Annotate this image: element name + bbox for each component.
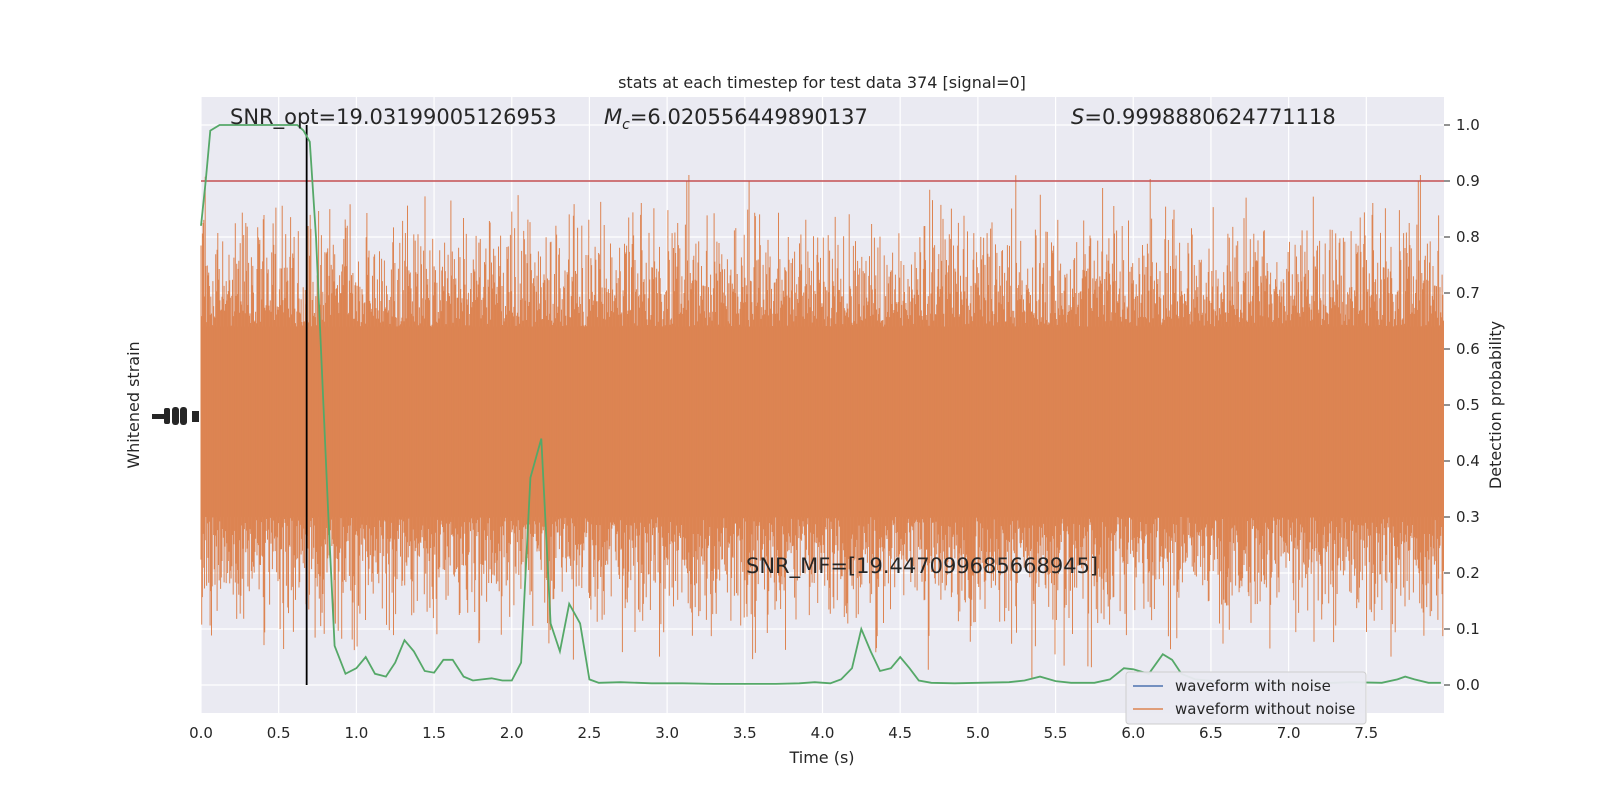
x-tick-label: 3.0 xyxy=(655,724,679,742)
left-axis-clutter xyxy=(152,407,199,425)
overlays xyxy=(200,124,1444,685)
y-tick-label: 0.5 xyxy=(1456,396,1480,414)
noise-band xyxy=(200,174,1444,678)
left-tick-mark xyxy=(152,414,168,419)
snr-mf-annotation: SNR_MF=[19.447099685668945] xyxy=(746,554,1098,579)
x-tick-label: 2.0 xyxy=(500,724,524,742)
y-tick-label: 0.6 xyxy=(1456,340,1480,358)
mc-subscript: c xyxy=(622,117,630,133)
y-axis-label-left: Whitened strain xyxy=(124,341,143,468)
snr-opt-annotation: SNR_opt=19.03199005126953 xyxy=(230,105,557,130)
y-axis-label-right: Detection probability xyxy=(1486,321,1505,489)
y-tick-label: 0.1 xyxy=(1456,620,1480,638)
x-tick-label: 0.5 xyxy=(267,724,291,742)
x-tick-label: 1.5 xyxy=(422,724,446,742)
legend-label-without-noise: waveform without noise xyxy=(1175,700,1355,718)
x-tick-label: 7.5 xyxy=(1354,724,1378,742)
x-tick-label: 5.0 xyxy=(966,724,990,742)
legend: waveform with noise waveform without noi… xyxy=(1125,671,1367,725)
x-tick-label: 6.5 xyxy=(1199,724,1223,742)
x-tick-label: 0.0 xyxy=(189,724,213,742)
mc-symbol: M xyxy=(604,105,622,129)
y-tick-label: 0.0 xyxy=(1456,676,1480,694)
y-tick-label: 0.7 xyxy=(1456,284,1480,302)
left-tick-mark xyxy=(192,411,199,422)
s-value: =0.9998880624771118 xyxy=(1084,105,1335,129)
x-tick-label: 2.5 xyxy=(578,724,602,742)
y-tick-label: 0.2 xyxy=(1456,564,1480,582)
legend-box xyxy=(1125,671,1367,725)
x-tick-label: 1.0 xyxy=(344,724,368,742)
mc-annotation: Mc=6.020556449890137 xyxy=(604,105,868,133)
x-axis-label: Time (s) xyxy=(788,748,854,767)
x-tick-label: 6.0 xyxy=(1121,724,1145,742)
legend-label-with-noise: waveform with noise xyxy=(1175,677,1331,695)
left-tick-mark xyxy=(164,408,170,424)
chart-title: stats at each timestep for test data 374… xyxy=(618,73,1026,92)
left-tick-mark xyxy=(180,407,187,425)
x-tick-label: 3.5 xyxy=(733,724,757,742)
x-tick-label: 5.5 xyxy=(1044,724,1068,742)
x-tick-label: 4.5 xyxy=(888,724,912,742)
y-tick-label: 0.9 xyxy=(1456,172,1480,190)
s-symbol: S xyxy=(1071,105,1084,129)
y-tick-label: 0.8 xyxy=(1456,228,1480,246)
y-tick-label: 0.4 xyxy=(1456,452,1480,470)
s-annotation: S=0.9998880624771118 xyxy=(1071,105,1336,129)
x-tick-label: 4.0 xyxy=(811,724,835,742)
y-ticks-right: 0.0 0.1 0.2 0.3 0.4 0.5 0.6 0.7 0.8 0.9 1.0 xyxy=(1444,116,1480,694)
detection-probability-line xyxy=(200,124,1441,685)
x-tick-label: 7.0 xyxy=(1277,724,1301,742)
y-tick-label: 0.3 xyxy=(1456,508,1480,526)
y-tick-label: 1.0 xyxy=(1456,116,1480,134)
left-tick-mark xyxy=(172,407,179,425)
mc-value: =6.020556449890137 xyxy=(630,105,868,129)
x-ticks: 0.0 0.5 1.0 1.5 2.0 2.5 3.0 3.5 4.0 4.5 5.0 5.5 6.0 6… xyxy=(189,724,1378,742)
